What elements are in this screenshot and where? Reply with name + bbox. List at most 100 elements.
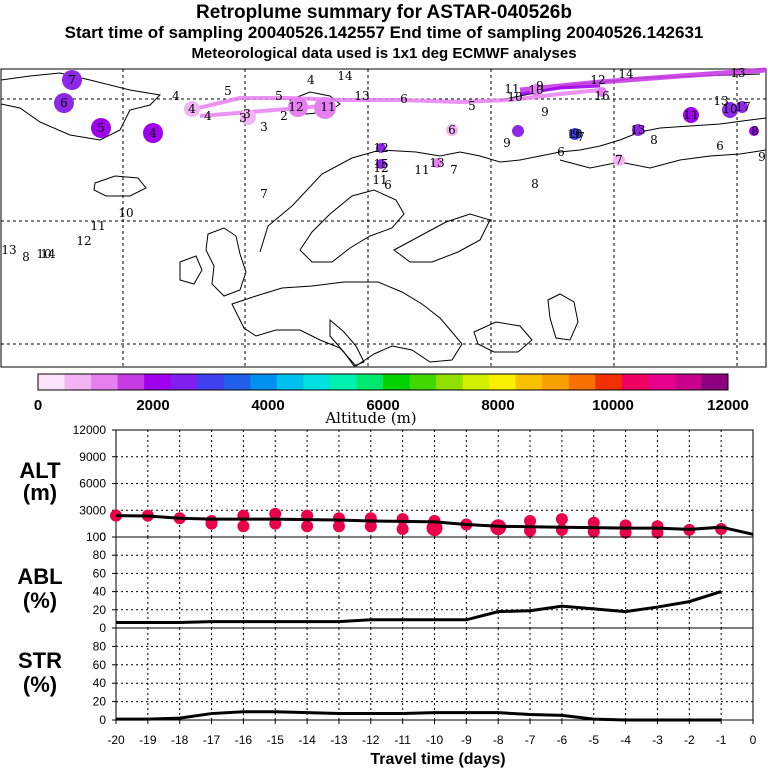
colorbar-cell (595, 374, 623, 390)
colorbar-cell (436, 374, 464, 390)
map-label: 9 (541, 105, 549, 119)
x-tick: -8 (493, 733, 504, 747)
x-tick: -9 (461, 733, 472, 747)
colorbar-cell (489, 374, 517, 390)
plume-blob (569, 128, 581, 140)
plume-blob (288, 97, 308, 117)
x-tick: -15 (267, 733, 285, 747)
colorbar-cell (701, 374, 729, 390)
colorbar-cell (648, 374, 676, 390)
map-label: 8 (531, 177, 539, 191)
map-label: 6 (448, 123, 456, 137)
alt-point (364, 520, 377, 533)
str-label: STR (18, 648, 62, 673)
alt-panel: 12000 9000 6000 3000 0 ALT (m) (19, 423, 754, 544)
x-tick: -2 (684, 733, 695, 747)
x-tick: -10 (426, 733, 444, 747)
colorbar-tick-label: 10000 (592, 397, 634, 414)
plume-blob (613, 154, 625, 166)
x-tick: -19 (139, 733, 157, 747)
plume-blob (632, 124, 644, 136)
plume-blob (446, 124, 458, 136)
alt-unit: (m) (23, 480, 57, 505)
alt-label: ALT (19, 458, 61, 483)
map-label: 8 (650, 133, 658, 147)
abl-y-tick: 0 (99, 621, 106, 635)
map-label: 10 (528, 83, 543, 97)
map-label: 13 (1, 243, 16, 257)
map-label: 4 (307, 73, 315, 87)
map-label: 3 (239, 111, 247, 125)
map-label: 5 (97, 121, 105, 135)
x-tick: -11 (394, 733, 411, 747)
abl-gridlines (112, 536, 753, 629)
map-label: 7 (577, 130, 585, 144)
map-label: 13 (630, 123, 645, 137)
colorbar-cell (409, 374, 437, 390)
abl-y-tick: 100 (86, 530, 106, 544)
plume-blob (530, 84, 542, 96)
map-label: 13 (354, 89, 369, 103)
colorbar-cell (674, 374, 702, 390)
map-label: 10 (118, 206, 133, 220)
plume-blob (512, 125, 524, 137)
plume-blob (683, 107, 699, 123)
alt-y-tick: 9000 (79, 450, 106, 464)
map-label: 11 (414, 163, 429, 177)
plume-markers (54, 70, 759, 169)
colorbar-tick-label: 12000 (707, 397, 749, 414)
plume-blob (143, 123, 163, 143)
alt-point (301, 520, 314, 533)
plume-blob (62, 70, 82, 90)
x-tick: -5 (588, 733, 599, 747)
plume-blob (240, 109, 256, 125)
plume-blob (597, 87, 607, 97)
map-label: 9 (503, 136, 511, 150)
str-line (116, 710, 722, 722)
x-tick: -17 (203, 733, 221, 747)
chart-title: Retroplume summary for ASTAR-040526b (196, 2, 572, 23)
map-label: 13 (730, 66, 745, 80)
map-frame (0, 68, 767, 368)
map-label: 12 (373, 141, 388, 155)
map-label: 11 (683, 108, 698, 122)
colorbar-tick-label: 6000 (366, 397, 399, 414)
x-tick: -18 (171, 733, 189, 747)
map-label: 6 (60, 96, 68, 110)
str-y-tick: 40 (93, 676, 107, 690)
alt-y-tick: 6000 (79, 477, 106, 491)
x-tick: -4 (620, 733, 631, 747)
map-label: 13 (429, 156, 444, 170)
abl-y-tick: 40 (93, 585, 107, 599)
plume-blob (91, 118, 111, 138)
map-label: 11 (320, 100, 335, 114)
map-label: 10 (567, 127, 582, 141)
colorbar-cell (303, 374, 331, 390)
colorbar-cell (356, 374, 384, 390)
map-label: 9 (572, 127, 580, 141)
abl-y-tick: 60 (93, 566, 107, 580)
map-label: 10 (722, 102, 737, 116)
alt-point (587, 516, 600, 529)
str-y-tick: 20 (93, 695, 107, 709)
map-label: 11 (504, 82, 519, 96)
x-axis-label: Travel time (days) (370, 751, 505, 768)
plume-blob (376, 143, 386, 153)
colorbar-tick-label: 0 (34, 397, 42, 414)
colorbar-cell (64, 374, 92, 390)
map-label: 3 (243, 107, 251, 121)
abl-line (116, 590, 722, 625)
map-label: 12 (76, 234, 91, 248)
map-label: 7 (68, 73, 76, 87)
map-label: 12 (373, 161, 388, 175)
colorbar-cells (38, 374, 729, 390)
x-tick: -1 (716, 733, 727, 747)
map-label: 7 (450, 163, 458, 177)
abl-y-tick-labels: 100 80 60 40 20 0 (86, 530, 106, 635)
abl-y-tick: 20 (93, 603, 107, 617)
colorbar-cell (170, 374, 198, 390)
alt-y-tick: 12000 (73, 423, 107, 437)
colorbar-cell (223, 374, 251, 390)
colorbar-cell (383, 374, 411, 390)
str-gridlines (112, 628, 753, 721)
